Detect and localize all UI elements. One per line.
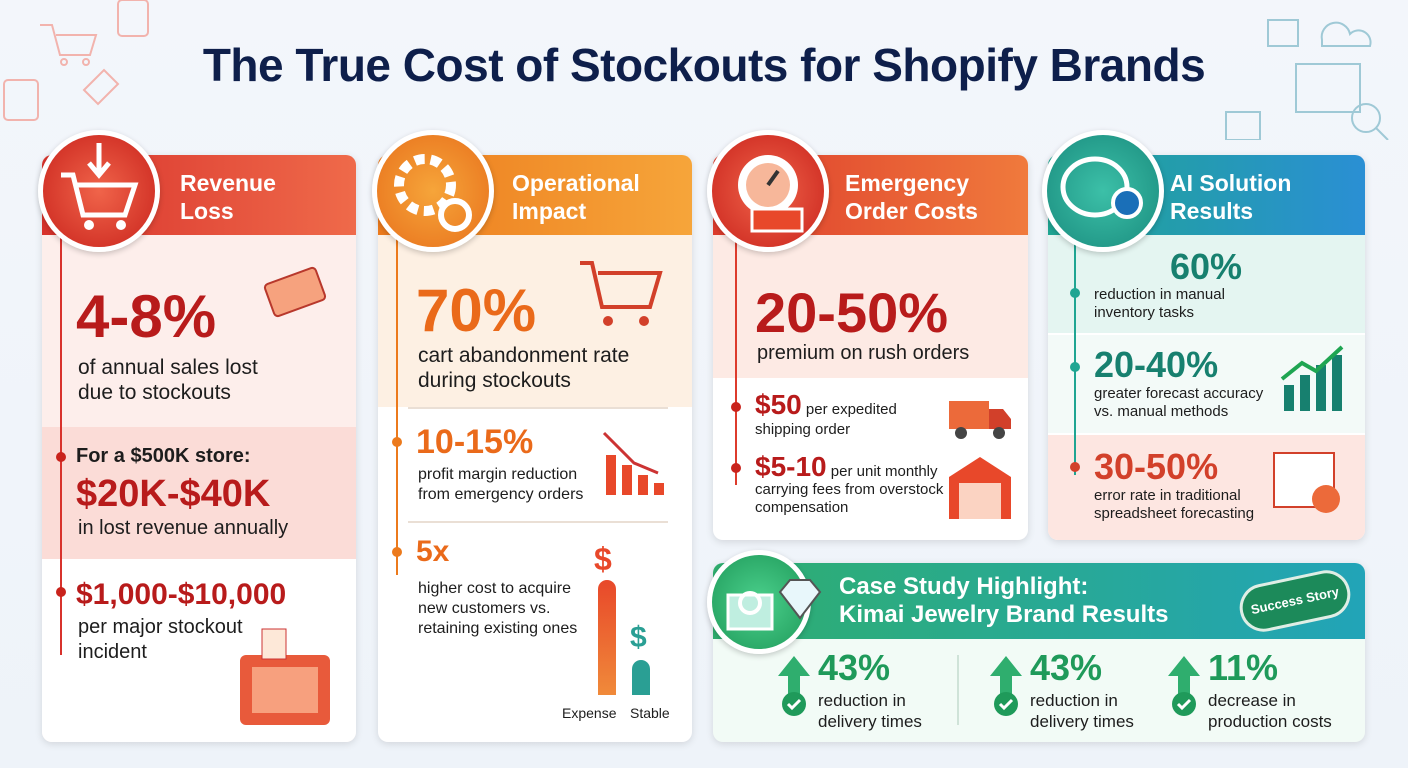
example-value: $20K-$40K [76,473,271,515]
stat: 4-8% [76,283,217,350]
section-bg [1048,335,1365,433]
result-text: reduction in delivery times [1030,691,1134,731]
timeline [396,235,398,575]
divider [957,655,959,725]
up-arrow [990,656,1022,716]
brain-icon [1060,156,1143,219]
timeline-dot [1070,362,1080,372]
decline-icon [602,431,664,495]
example-text: in lost revenue annually [78,517,289,539]
arrow-shape [778,656,810,716]
item-value: 30-50% [1094,446,1219,487]
card-title: Operational Impact [512,170,640,224]
card-title: Revenue Loss [180,170,276,224]
result-value: 43% [1030,647,1103,688]
section-bg [713,235,1028,378]
card-title: AI Solution Results [1170,170,1292,224]
timeline [1074,235,1076,475]
incident-text: per major stockout incident [78,616,243,663]
diamond-icon [778,579,822,620]
shipping-item: $50 per expedited shipping order [755,391,945,440]
example-label: For a $500K store: [76,445,251,467]
result-text: decrease in production costs [1208,691,1332,731]
stat: 20-50% [755,281,949,344]
timeline-dot [56,452,66,462]
operational-impact-card: Operational Impact 70% cart abandonment … [378,155,692,742]
cart-icon [580,261,663,326]
cost-value: 5x [416,535,450,568]
stat-text: cart abandonment rate during stockouts [418,344,630,392]
cost-text: higher cost to acquire new customers vs.… [418,580,578,637]
register-icon [240,628,330,725]
bar-symbol: $ [594,541,612,577]
item-value: 20-40% [1094,344,1219,385]
item-text: reduction in manual inventory tasks [1094,286,1225,321]
margin-value: 10-15% [416,423,534,461]
case-title: Case Study Highlight: [839,573,1089,600]
timeline-dot [1070,462,1080,472]
shipping-value: $50 [755,389,802,420]
carrying-value: $5-10 [755,451,827,482]
item-value: 60% [1170,246,1243,287]
item-text: greater forecast accuracy vs. manual met… [1094,385,1264,420]
stable-bar [632,660,650,695]
up-arrow [1168,656,1200,716]
timeline-dot [1070,288,1080,298]
timeline-dot [392,437,402,447]
emergency-icon [707,130,829,252]
stopwatch-icon [738,155,804,233]
revenue-icon [38,130,160,252]
page-title: The True Cost of Stockouts for Shopify B… [202,39,1206,91]
up-arrow [778,656,810,716]
timeline [60,235,62,655]
truck-icon [949,401,1011,439]
stat-text: of annual sales lost due to stockouts [78,356,258,404]
case-study-card: Case Study Highlight: Kimai Jewelry Bran… [713,563,1365,742]
bar-label: Expense [562,705,617,721]
bar-symbol: $ [630,621,647,654]
timeline-dot [392,547,402,557]
timeline-dot [731,463,741,473]
timeline-dot [731,402,741,412]
case-title: Kimai Jewelry Brand Results [839,601,1169,628]
bar-label: Stable [630,705,670,721]
gear-icon [394,154,472,232]
result-text: reduction in delivery times [818,691,922,731]
ring-icon [726,591,774,631]
card-title: Emergency Order Costs [845,170,978,224]
arrow-shape [990,656,1022,716]
stat: 70% [416,277,537,344]
stat-text: premium on rush orders [757,342,970,364]
timeline-dot [56,587,66,597]
incident-value: $1,000-$10,000 [76,578,287,611]
timeline [735,235,737,485]
money-icon [263,266,327,318]
carrying-text: per unit monthly carrying fees from over… [755,463,944,516]
shipping-text: per expedited shipping order [755,401,897,438]
divider [408,521,668,523]
arrow-shape [1168,656,1200,716]
cart-icon [61,143,139,230]
decor [3,0,1389,140]
margin-text: profit margin reduction from emergency o… [418,466,584,503]
divider [408,407,668,409]
ai-icon [1042,130,1164,252]
expense-bar [598,580,616,695]
operational-icon [372,130,494,252]
growth-icon [1280,345,1344,411]
result-value: 11% [1208,647,1279,688]
item-text: error rate in traditional spreadsheet fo… [1094,487,1255,522]
section-bg [42,427,356,559]
spreadsheet-icon [1273,452,1340,513]
carrying-item: $5-10 per unit monthly carrying fees fro… [755,453,955,517]
warehouse-icon [949,457,1011,519]
result-value: 43% [818,647,891,688]
